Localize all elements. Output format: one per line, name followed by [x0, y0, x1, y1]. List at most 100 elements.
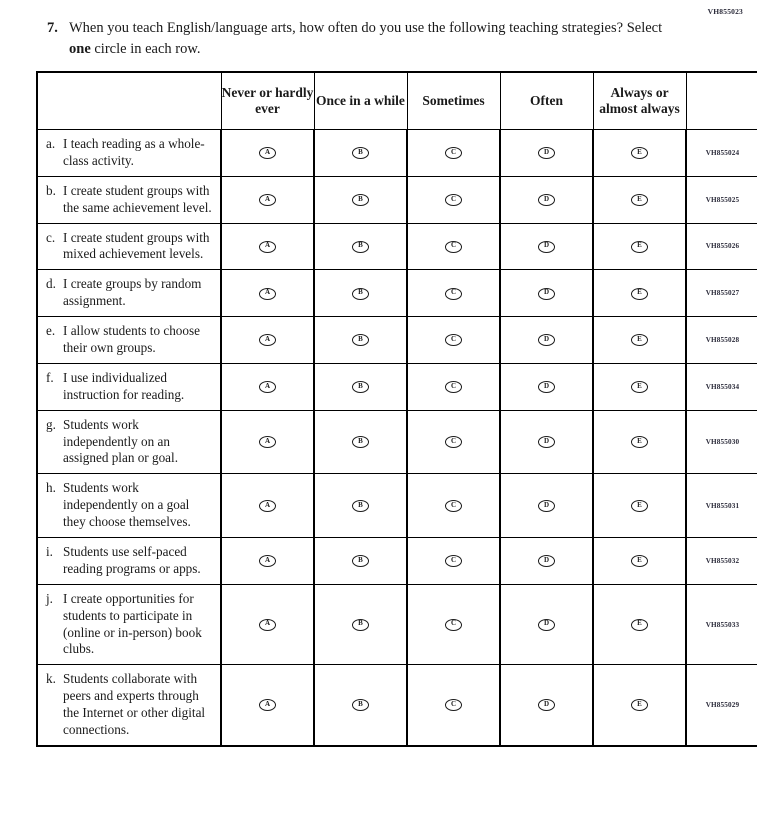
- answer-bubble-d-icon[interactable]: D: [538, 436, 555, 449]
- answer-bubble-a-icon[interactable]: A: [259, 555, 276, 568]
- answer-bubble-a-icon[interactable]: A: [259, 147, 276, 160]
- answer-bubble-cell[interactable]: B: [313, 583, 408, 666]
- answer-bubble-cell[interactable]: D: [499, 664, 594, 747]
- answer-bubble-d-icon[interactable]: D: [538, 334, 555, 347]
- answer-bubble-a-icon[interactable]: A: [259, 699, 276, 712]
- answer-bubble-cell[interactable]: D: [499, 269, 594, 318]
- answer-bubble-c-icon[interactable]: C: [445, 699, 462, 712]
- answer-bubble-a-icon[interactable]: A: [259, 381, 276, 394]
- answer-bubble-e-icon[interactable]: E: [631, 147, 648, 160]
- answer-bubble-cell[interactable]: A: [220, 583, 315, 666]
- answer-bubble-cell[interactable]: A: [220, 269, 315, 318]
- answer-bubble-b-icon[interactable]: B: [352, 436, 369, 449]
- answer-bubble-b-icon[interactable]: B: [352, 240, 369, 253]
- answer-bubble-d-icon[interactable]: D: [538, 147, 555, 160]
- answer-bubble-c-icon[interactable]: C: [445, 147, 462, 160]
- answer-bubble-a-icon[interactable]: A: [259, 194, 276, 206]
- answer-bubble-cell[interactable]: A: [220, 316, 315, 364]
- answer-bubble-a-icon[interactable]: A: [259, 500, 276, 513]
- answer-bubble-c-icon[interactable]: C: [445, 194, 462, 206]
- answer-bubble-cell[interactable]: E: [592, 362, 687, 411]
- answer-bubble-cell[interactable]: B: [313, 473, 408, 539]
- answer-bubble-cell[interactable]: A: [220, 222, 315, 271]
- answer-bubble-cell[interactable]: C: [406, 269, 501, 318]
- answer-bubble-cell[interactable]: C: [406, 222, 501, 271]
- answer-bubble-cell[interactable]: D: [499, 409, 594, 475]
- answer-bubble-cell[interactable]: D: [499, 129, 594, 177]
- answer-bubble-cell[interactable]: C: [406, 362, 501, 411]
- answer-bubble-cell[interactable]: E: [592, 222, 687, 271]
- answer-bubble-c-icon[interactable]: C: [445, 436, 462, 449]
- answer-bubble-d-icon[interactable]: D: [538, 500, 555, 513]
- answer-bubble-cell[interactable]: D: [499, 473, 594, 539]
- answer-bubble-b-icon[interactable]: B: [352, 381, 369, 394]
- answer-bubble-cell[interactable]: A: [220, 129, 315, 177]
- answer-bubble-cell[interactable]: E: [592, 537, 687, 585]
- answer-bubble-b-icon[interactable]: B: [352, 194, 369, 206]
- answer-bubble-cell[interactable]: C: [406, 409, 501, 475]
- answer-bubble-cell[interactable]: C: [406, 583, 501, 666]
- answer-bubble-e-icon[interactable]: E: [631, 555, 648, 568]
- answer-bubble-b-icon[interactable]: B: [352, 555, 369, 568]
- answer-bubble-d-icon[interactable]: D: [538, 555, 555, 568]
- answer-bubble-cell[interactable]: B: [313, 175, 408, 224]
- answer-bubble-cell[interactable]: B: [313, 222, 408, 271]
- answer-bubble-b-icon[interactable]: B: [352, 699, 369, 712]
- answer-bubble-c-icon[interactable]: C: [445, 240, 462, 253]
- answer-bubble-a-icon[interactable]: A: [259, 240, 276, 253]
- answer-bubble-b-icon[interactable]: B: [352, 618, 369, 631]
- answer-bubble-c-icon[interactable]: C: [445, 381, 462, 394]
- answer-bubble-e-icon[interactable]: E: [631, 334, 648, 347]
- answer-bubble-c-icon[interactable]: C: [445, 555, 462, 568]
- answer-bubble-b-icon[interactable]: B: [352, 147, 369, 160]
- answer-bubble-cell[interactable]: C: [406, 664, 501, 747]
- answer-bubble-cell[interactable]: E: [592, 664, 687, 747]
- answer-bubble-cell[interactable]: A: [220, 409, 315, 475]
- answer-bubble-cell[interactable]: E: [592, 316, 687, 364]
- answer-bubble-cell[interactable]: E: [592, 175, 687, 224]
- answer-bubble-cell[interactable]: A: [220, 362, 315, 411]
- answer-bubble-cell[interactable]: D: [499, 316, 594, 364]
- answer-bubble-cell[interactable]: E: [592, 473, 687, 539]
- answer-bubble-a-icon[interactable]: A: [259, 436, 276, 449]
- answer-bubble-c-icon[interactable]: C: [445, 618, 462, 631]
- answer-bubble-cell[interactable]: B: [313, 129, 408, 177]
- answer-bubble-cell[interactable]: E: [592, 583, 687, 666]
- answer-bubble-e-icon[interactable]: E: [631, 240, 648, 253]
- answer-bubble-c-icon[interactable]: C: [445, 500, 462, 513]
- answer-bubble-b-icon[interactable]: B: [352, 287, 369, 300]
- answer-bubble-cell[interactable]: D: [499, 537, 594, 585]
- answer-bubble-e-icon[interactable]: E: [631, 618, 648, 631]
- answer-bubble-cell[interactable]: B: [313, 316, 408, 364]
- answer-bubble-e-icon[interactable]: E: [631, 381, 648, 394]
- answer-bubble-cell[interactable]: A: [220, 473, 315, 539]
- answer-bubble-e-icon[interactable]: E: [631, 194, 648, 206]
- answer-bubble-cell[interactable]: B: [313, 362, 408, 411]
- answer-bubble-e-icon[interactable]: E: [631, 699, 648, 712]
- answer-bubble-a-icon[interactable]: A: [259, 287, 276, 300]
- answer-bubble-cell[interactable]: D: [499, 362, 594, 411]
- answer-bubble-cell[interactable]: A: [220, 175, 315, 224]
- answer-bubble-cell[interactable]: D: [499, 222, 594, 271]
- answer-bubble-cell[interactable]: A: [220, 537, 315, 585]
- answer-bubble-e-icon[interactable]: E: [631, 500, 648, 513]
- answer-bubble-b-icon[interactable]: B: [352, 334, 369, 347]
- answer-bubble-a-icon[interactable]: A: [259, 334, 276, 347]
- answer-bubble-d-icon[interactable]: D: [538, 287, 555, 300]
- answer-bubble-c-icon[interactable]: C: [445, 334, 462, 347]
- answer-bubble-cell[interactable]: D: [499, 583, 594, 666]
- answer-bubble-cell[interactable]: A: [220, 664, 315, 747]
- answer-bubble-cell[interactable]: C: [406, 473, 501, 539]
- answer-bubble-cell[interactable]: B: [313, 269, 408, 318]
- answer-bubble-cell[interactable]: E: [592, 409, 687, 475]
- answer-bubble-d-icon[interactable]: D: [538, 618, 555, 631]
- answer-bubble-cell[interactable]: C: [406, 129, 501, 177]
- answer-bubble-e-icon[interactable]: E: [631, 436, 648, 449]
- answer-bubble-cell[interactable]: E: [592, 129, 687, 177]
- answer-bubble-a-icon[interactable]: A: [259, 618, 276, 631]
- answer-bubble-cell[interactable]: B: [313, 537, 408, 585]
- answer-bubble-d-icon[interactable]: D: [538, 240, 555, 253]
- answer-bubble-cell[interactable]: C: [406, 316, 501, 364]
- answer-bubble-d-icon[interactable]: D: [538, 194, 555, 206]
- answer-bubble-c-icon[interactable]: C: [445, 287, 462, 300]
